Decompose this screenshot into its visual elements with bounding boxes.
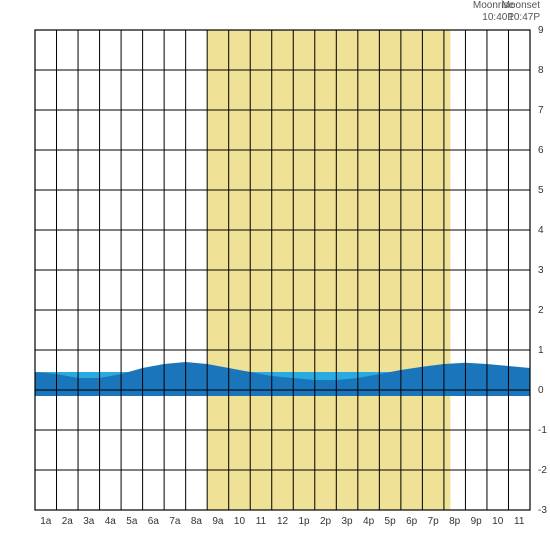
x-tick-label: 1p — [298, 516, 310, 527]
x-tick-label: 11 — [256, 516, 267, 527]
y-tick-label: -1 — [538, 425, 547, 436]
x-tick-label: 5a — [126, 516, 138, 527]
x-tick-label: 5p — [385, 516, 397, 527]
y-tick-label: -3 — [538, 505, 547, 516]
y-tick-label: 9 — [538, 25, 544, 36]
x-tick-label: 11 — [514, 516, 525, 527]
header-moonset: Moonset — [502, 0, 540, 11]
y-tick-label: 5 — [538, 185, 544, 196]
x-tick-label: 9a — [212, 516, 224, 527]
y-tick-label: 8 — [538, 65, 544, 76]
tide-chart: Moonrise Moonset 10:40P 10:47P -3-2-1012… — [0, 0, 550, 550]
y-tick-label: 7 — [538, 105, 544, 116]
y-tick-label: 4 — [538, 225, 544, 236]
x-tick-label: 12 — [277, 516, 289, 527]
y-tick-label: 0 — [538, 385, 544, 396]
x-tick-label: 6p — [406, 516, 418, 527]
y-tick-label: -2 — [538, 465, 547, 476]
x-tick-label: 10 — [492, 516, 504, 527]
x-tick-label: 8a — [191, 516, 203, 527]
y-tick-label: 1 — [538, 345, 544, 356]
x-tick-label: 10 — [234, 516, 246, 527]
x-tick-label: 7p — [428, 516, 440, 527]
x-tick-label: 4a — [105, 516, 117, 527]
y-tick-label: 3 — [538, 265, 544, 276]
x-tick-label: 2p — [320, 516, 332, 527]
x-tick-label: 2a — [62, 516, 74, 527]
x-tick-label: 3p — [342, 516, 354, 527]
x-tick-label: 8p — [449, 516, 461, 527]
x-tick-label: 6a — [148, 516, 160, 527]
y-tick-label: 2 — [538, 305, 544, 316]
y-tick-label: 6 — [538, 145, 544, 156]
x-tick-label: 7a — [169, 516, 181, 527]
x-tick-label: 3a — [83, 516, 95, 527]
chart-svg: -3-2-101234567891a2a3a4a5a6a7a8a9a101112… — [0, 0, 550, 550]
x-tick-label: 1a — [40, 516, 52, 527]
header-moonset-time: 10:47P — [508, 12, 540, 23]
x-tick-label: 4p — [363, 516, 375, 527]
chart-header: Moonrise Moonset 10:40P 10:47P — [460, 0, 540, 24]
x-tick-label: 9p — [471, 516, 483, 527]
